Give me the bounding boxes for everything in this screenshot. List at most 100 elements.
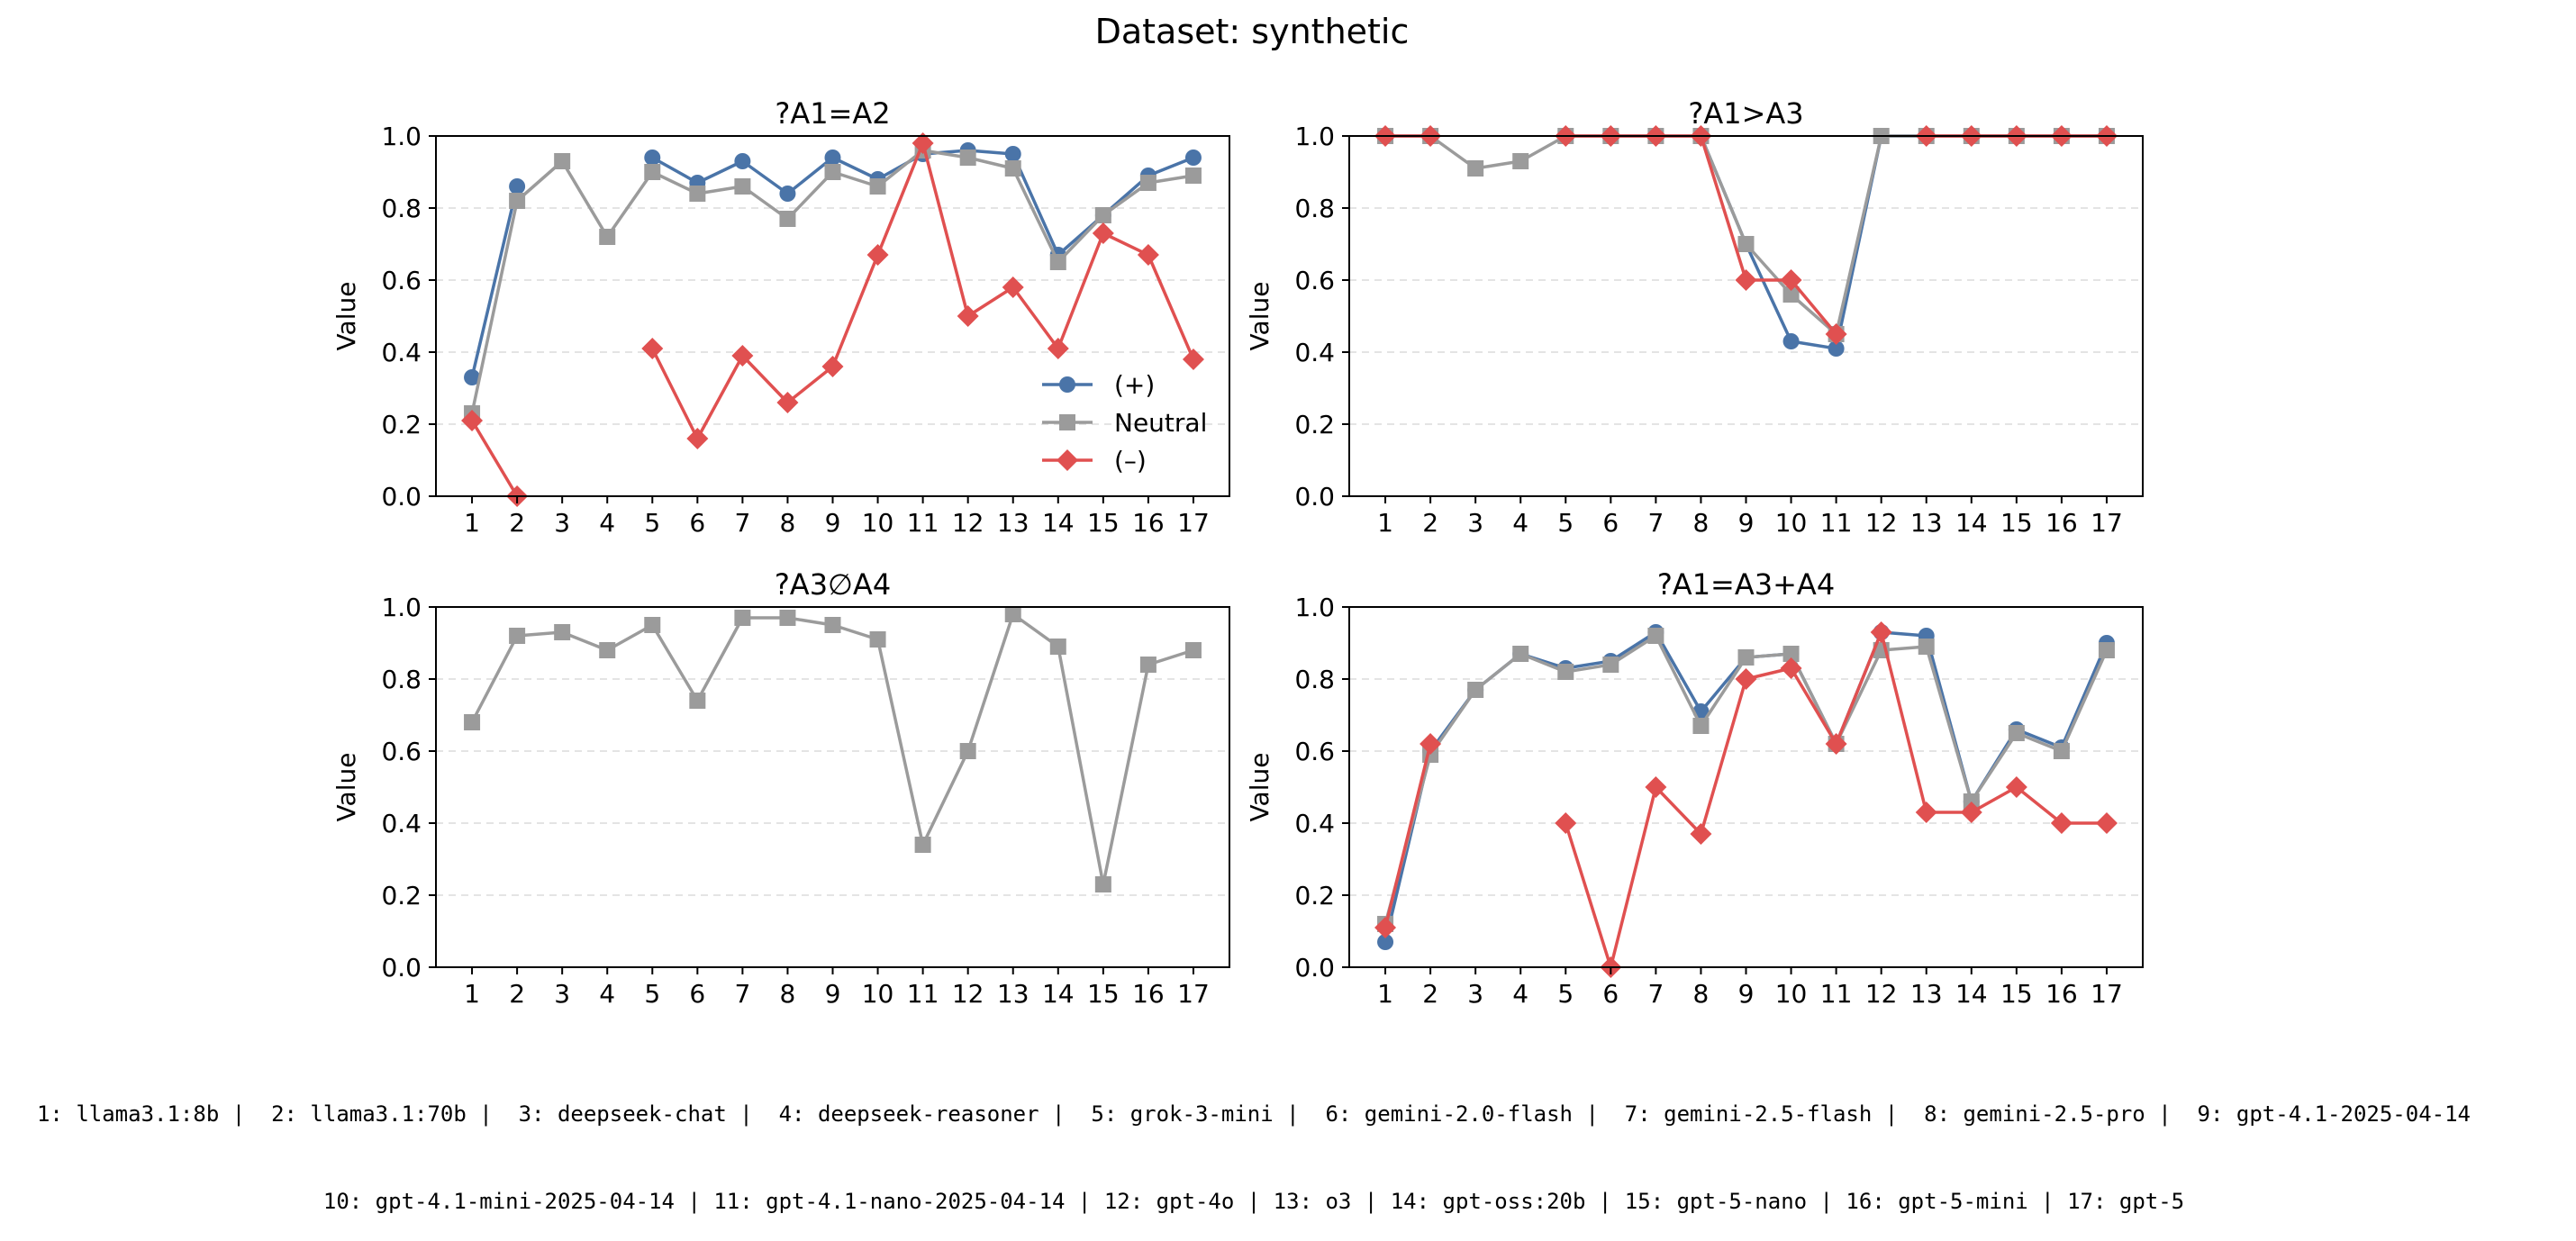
- data-point-plus: [734, 153, 751, 169]
- y-axis-label: Value: [331, 753, 361, 822]
- data-point-minus: [821, 356, 844, 377]
- x-tick-label: 13: [1910, 979, 1943, 1009]
- data-point-minus: [686, 428, 709, 449]
- series-line-plus: [1565, 134, 2107, 350]
- data-point-neutral: [1467, 160, 1484, 177]
- data-point-plus: [824, 149, 841, 166]
- x-tick-label: 16: [2045, 508, 2078, 538]
- data-point-neutral: [464, 714, 481, 730]
- x-tick-label: 13: [997, 508, 1029, 538]
- series-line-neutral: [470, 612, 1194, 886]
- x-tick-label: 17: [1177, 979, 1210, 1009]
- y-tick-label: 0.2: [381, 881, 422, 910]
- data-point-minus: [1735, 269, 1757, 291]
- y-tick-label: 0.4: [381, 338, 422, 367]
- data-point-neutral: [779, 610, 796, 626]
- data-point-neutral: [1094, 207, 1111, 223]
- data-point-minus: [1645, 776, 1667, 798]
- data-point-minus: [1870, 621, 1892, 643]
- data-point-minus: [1690, 823, 1712, 845]
- data-point-plus: [1377, 934, 1394, 950]
- y-tick-label: 0.6: [381, 737, 422, 766]
- data-point-neutral: [869, 178, 886, 195]
- data-point-minus: [731, 345, 754, 367]
- x-tick-label: 14: [1042, 979, 1075, 1009]
- series-minus: [461, 132, 1204, 507]
- data-point-minus: [2005, 776, 2027, 798]
- data-point-neutral: [509, 628, 526, 644]
- x-tick-label: 7: [1647, 979, 1664, 1009]
- data-point-minus: [1915, 802, 1937, 823]
- data-point-neutral: [1049, 639, 1066, 655]
- x-tick-label: 4: [599, 979, 615, 1009]
- x-tick-label: 15: [2000, 979, 2033, 1009]
- x-tick-label: 8: [780, 979, 796, 1009]
- data-point-minus: [1780, 657, 1802, 679]
- y-tick-label: 1.0: [1294, 122, 1335, 151]
- x-tick-label: 13: [1910, 508, 1943, 538]
- x-tick-label: 1: [464, 979, 480, 1009]
- y-tick-label: 0.8: [381, 665, 422, 694]
- y-tick-label: 0.6: [1294, 266, 1335, 295]
- series-line-minus: [470, 420, 519, 497]
- chart-panel-2: 0.00.20.40.60.81.01 2 3 4 5 6 7 8 9 10 11 12 13 14 15 1…: [1245, 96, 2144, 538]
- data-point-neutral: [734, 610, 751, 626]
- data-point-neutral: [779, 211, 796, 227]
- x-tick-label: 7: [734, 508, 750, 538]
- y-tick-label: 0.0: [381, 953, 422, 983]
- x-tick-label: 10: [862, 508, 894, 538]
- data-point-minus: [1420, 733, 1442, 755]
- x-tick-label: 12: [1865, 979, 1898, 1009]
- data-point-plus: [1184, 149, 1202, 166]
- x-tick-label: 17: [2091, 979, 2123, 1009]
- data-point-plus: [1828, 340, 1845, 357]
- x-tick-label: 8: [1693, 979, 1710, 1009]
- x-tick-label: 5: [1557, 508, 1574, 538]
- x-tick-label: 2: [509, 979, 525, 1009]
- x-tick-label: 14: [1955, 979, 1988, 1009]
- x-tick-label: 4: [1512, 508, 1528, 538]
- data-point-minus: [1825, 733, 1847, 755]
- data-point-plus: [1004, 146, 1021, 162]
- model-key-line-1: 1: llama3.1:8b | 2: llama3.1:70b | 3: de…: [37, 1101, 2471, 1127]
- axes-frame: [1348, 135, 2144, 497]
- y-tick-label: 0.4: [381, 809, 422, 838]
- series-minus: [1374, 621, 2118, 978]
- data-point-neutral: [1647, 628, 1664, 644]
- y-tick-label: 0.0: [1294, 482, 1335, 512]
- data-point-minus: [461, 410, 484, 431]
- x-tick-label: 6: [689, 979, 705, 1009]
- y-tick-label: 1.0: [381, 593, 422, 622]
- data-point-neutral: [1512, 646, 1529, 662]
- x-tick-label: 1: [464, 508, 480, 538]
- y-axis-label: Value: [1245, 282, 1274, 351]
- x-tick-label: 2: [1422, 979, 1438, 1009]
- data-point-minus: [1002, 276, 1024, 298]
- x-tick-label: 13: [997, 979, 1029, 1009]
- data-point-neutral: [1782, 646, 1800, 662]
- series-line-neutral: [1385, 134, 2107, 336]
- data-point-neutral: [1094, 876, 1111, 892]
- chart-panels: 0.00.20.40.60.81.01 2 3 4 5 6 7 8 9 10 11 12 13 14 15 1…: [331, 96, 2144, 1009]
- data-point-minus: [1137, 244, 1159, 266]
- y-axis-label: Value: [331, 282, 361, 351]
- data-point-neutral: [599, 229, 616, 245]
- x-tick-label: 7: [1647, 508, 1664, 538]
- panel-title: ?A1=A2: [775, 96, 890, 131]
- data-point-neutral: [689, 693, 706, 709]
- x-tick-label: 4: [599, 508, 615, 538]
- data-point-neutral: [599, 642, 616, 658]
- data-point-neutral: [1918, 639, 1935, 655]
- x-tick-label: 10: [1775, 979, 1808, 1009]
- data-point-minus: [1374, 917, 1397, 938]
- series-minus: [1374, 125, 2118, 345]
- data-point-plus: [644, 149, 661, 166]
- series-line-minus: [1565, 134, 1837, 336]
- chart-panel-3: 0.00.20.40.60.81.01 2 3 4 5 6 7 8 9 10 11 12 13 14 15 1…: [331, 567, 1230, 1009]
- x-tick-label: 15: [1087, 979, 1120, 1009]
- y-tick-label: 0.2: [381, 410, 422, 439]
- data-point-neutral: [914, 837, 931, 853]
- x-tick-label: 5: [644, 508, 660, 538]
- x-tick-label: 16: [1132, 508, 1165, 538]
- y-tick-label: 0.4: [1294, 809, 1335, 838]
